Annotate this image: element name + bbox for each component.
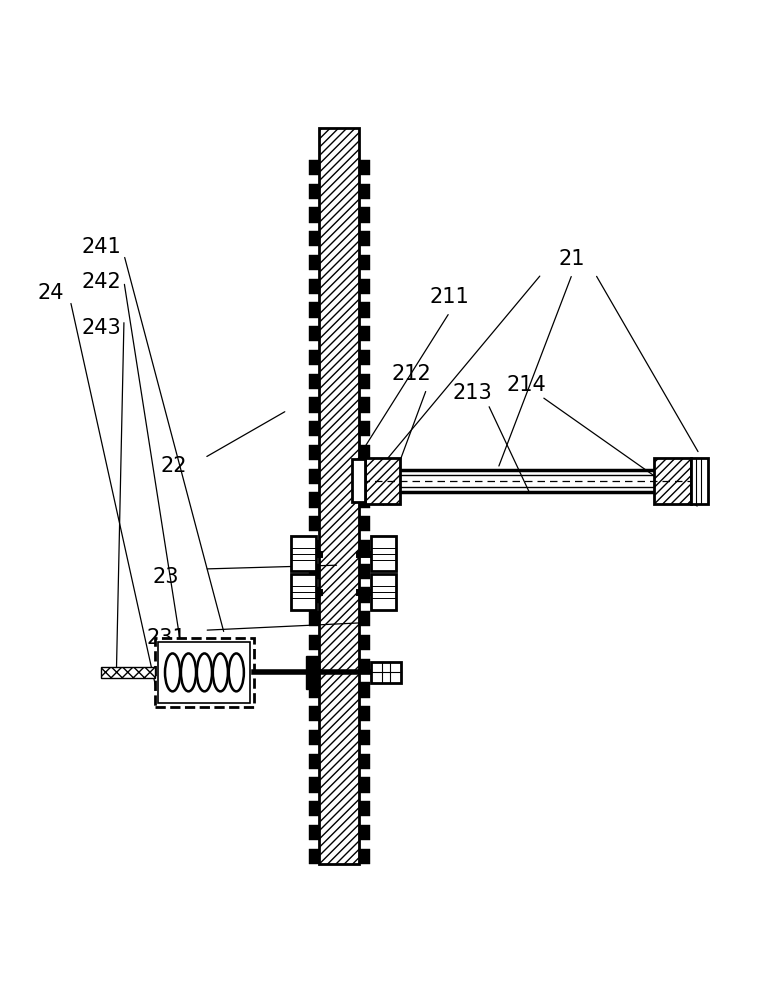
Bar <box>308 421 319 436</box>
Bar <box>359 587 370 603</box>
Bar <box>308 706 319 721</box>
Bar <box>359 374 370 389</box>
Bar <box>359 659 370 674</box>
Bar <box>371 574 396 610</box>
Bar <box>308 492 319 508</box>
Bar <box>308 635 319 650</box>
Bar <box>308 184 319 199</box>
Bar <box>308 754 319 769</box>
Text: 241: 241 <box>81 237 121 257</box>
Bar <box>308 825 319 840</box>
Bar <box>308 564 319 579</box>
Bar <box>308 777 319 793</box>
Bar <box>654 458 691 504</box>
Bar <box>308 255 319 270</box>
Bar <box>368 471 371 491</box>
Bar <box>291 574 315 610</box>
Bar <box>359 706 370 721</box>
Bar <box>359 754 370 769</box>
Bar <box>359 255 370 270</box>
Bar <box>359 207 370 223</box>
Bar <box>359 540 370 555</box>
Bar <box>359 279 370 294</box>
Bar <box>359 469 370 484</box>
Bar <box>359 730 370 745</box>
Bar <box>308 469 319 484</box>
Bar <box>319 128 359 864</box>
Bar <box>155 638 255 707</box>
Text: 243: 243 <box>81 318 121 338</box>
Bar <box>308 302 319 318</box>
Bar <box>359 849 370 864</box>
Bar <box>308 207 319 223</box>
Bar <box>308 160 319 175</box>
Bar <box>308 682 319 698</box>
Bar <box>359 635 370 650</box>
Bar <box>359 801 370 816</box>
Text: 211: 211 <box>430 287 470 307</box>
Bar <box>359 516 370 531</box>
Bar <box>308 849 319 864</box>
Ellipse shape <box>165 653 180 691</box>
Bar <box>308 397 319 413</box>
Bar <box>351 459 365 502</box>
Bar <box>359 445 370 460</box>
Bar <box>308 659 319 674</box>
Text: 24: 24 <box>38 283 65 303</box>
Bar <box>359 160 370 175</box>
Bar <box>291 536 315 571</box>
Bar <box>308 279 319 294</box>
Bar <box>359 350 370 365</box>
Bar <box>359 231 370 246</box>
Bar <box>371 536 396 571</box>
Bar <box>359 682 370 698</box>
Bar <box>158 642 251 703</box>
Bar <box>359 397 370 413</box>
Bar <box>308 587 319 603</box>
Bar <box>308 326 319 341</box>
Text: 242: 242 <box>81 272 121 292</box>
Bar <box>308 374 319 389</box>
Bar <box>305 656 319 689</box>
Bar <box>308 540 319 555</box>
Bar <box>308 730 319 745</box>
Bar <box>359 302 370 318</box>
Text: 231: 231 <box>146 628 186 648</box>
Bar <box>359 492 370 508</box>
Text: 22: 22 <box>161 456 187 476</box>
Text: 214: 214 <box>506 375 546 395</box>
Bar <box>359 184 370 199</box>
Bar <box>308 801 319 816</box>
Bar <box>365 458 400 504</box>
Text: 23: 23 <box>153 567 179 587</box>
Bar <box>359 326 370 341</box>
Text: 212: 212 <box>391 364 431 384</box>
Bar <box>691 458 707 504</box>
Bar <box>308 611 319 626</box>
Ellipse shape <box>228 653 244 691</box>
Bar <box>359 564 370 579</box>
Text: 213: 213 <box>453 383 492 403</box>
Text: 21: 21 <box>559 249 585 269</box>
Ellipse shape <box>213 653 228 691</box>
Bar <box>308 231 319 246</box>
Bar <box>359 825 370 840</box>
Bar <box>308 350 319 365</box>
Bar <box>359 777 370 793</box>
Bar <box>359 421 370 436</box>
Bar <box>369 470 691 492</box>
Bar <box>371 662 401 683</box>
Ellipse shape <box>181 653 196 691</box>
Bar <box>359 611 370 626</box>
Bar <box>308 516 319 531</box>
Bar <box>308 445 319 460</box>
Ellipse shape <box>197 653 212 691</box>
Bar <box>101 667 155 678</box>
